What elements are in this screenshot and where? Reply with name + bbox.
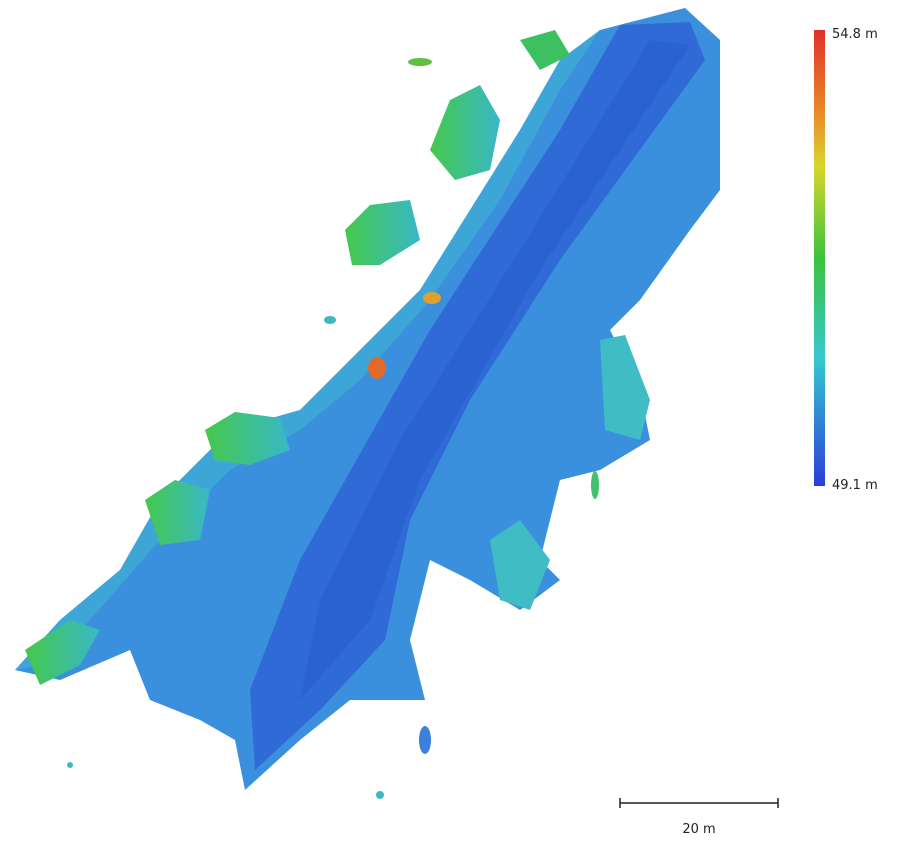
high-point — [423, 292, 441, 304]
fragment — [376, 791, 384, 799]
high-point — [368, 357, 386, 379]
scale-bar — [620, 798, 778, 808]
fragment — [67, 762, 73, 768]
vegetation-patch — [600, 335, 650, 440]
legend-min: 49.1 m — [832, 478, 878, 493]
fragment — [419, 726, 431, 754]
vegetation-patch — [430, 85, 500, 180]
fragment — [591, 471, 599, 499]
elevation-map: 54.8 m 49.1 m 20 m — [0, 0, 900, 843]
vegetation-patch — [345, 200, 420, 265]
color-bar — [814, 30, 825, 486]
scale-label: 20 m — [682, 822, 715, 837]
legend-max: 54.8 m — [832, 27, 878, 42]
fragment — [324, 316, 336, 324]
fragment — [408, 58, 432, 66]
